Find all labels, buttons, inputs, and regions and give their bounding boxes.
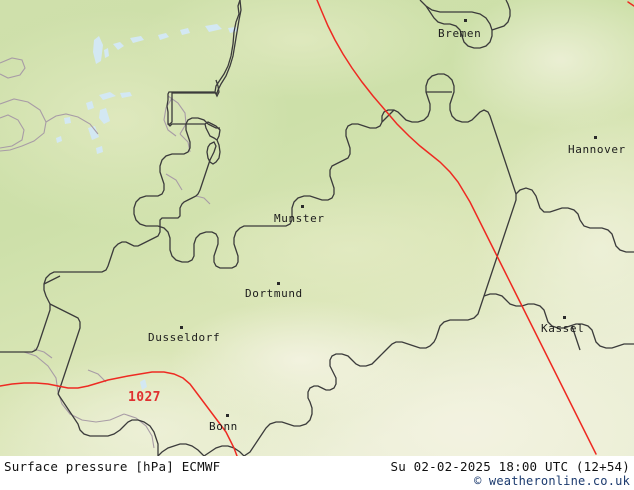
city-dot-kassel — [563, 316, 566, 319]
city-label-hannover: Hannover — [568, 143, 626, 156]
map-timestamp: Su 02-02-2025 18:00 UTC (12+54) — [390, 459, 630, 474]
city-label-dortmund: Dortmund — [245, 287, 303, 300]
city-label-dusseldorf: Dusseldorf — [148, 331, 221, 344]
city-dot-munster — [301, 205, 304, 208]
city-dot-hannover — [594, 136, 597, 139]
map-title: Surface pressure [hPa] ECMWF — [4, 459, 221, 474]
map-canvas[interactable]: Bremen Hannover Munster Dortmund Kassel … — [0, 0, 634, 456]
isobar-label-1027: 1027 — [128, 390, 161, 405]
city-label-bremen: Bremen — [438, 27, 482, 40]
terrain-base — [0, 0, 634, 456]
map-svg — [0, 0, 634, 456]
city-dot-dortmund — [277, 282, 280, 285]
city-dot-bonn — [226, 414, 229, 417]
state-border-inner — [133, 91, 452, 269]
eastern-borders — [483, 187, 634, 351]
city-dot-dusseldorf — [180, 326, 183, 329]
city-dot-bremen — [464, 19, 467, 22]
city-label-bonn: Bonn — [209, 420, 238, 433]
map-footer: Surface pressure [hPa] ECMWF Su 02-02-20… — [0, 456, 634, 490]
copyright-notice[interactable]: © weatheronline.co.uk — [474, 474, 630, 488]
country-and-state-borders — [0, 0, 517, 456]
city-label-kassel: Kassel — [541, 322, 585, 335]
water-bodies — [56, 24, 238, 390]
bremen-border — [419, 0, 511, 49]
city-label-munster: Munster — [274, 212, 325, 225]
secondary-borders — [0, 57, 211, 449]
isobar-lines — [0, 0, 634, 456]
